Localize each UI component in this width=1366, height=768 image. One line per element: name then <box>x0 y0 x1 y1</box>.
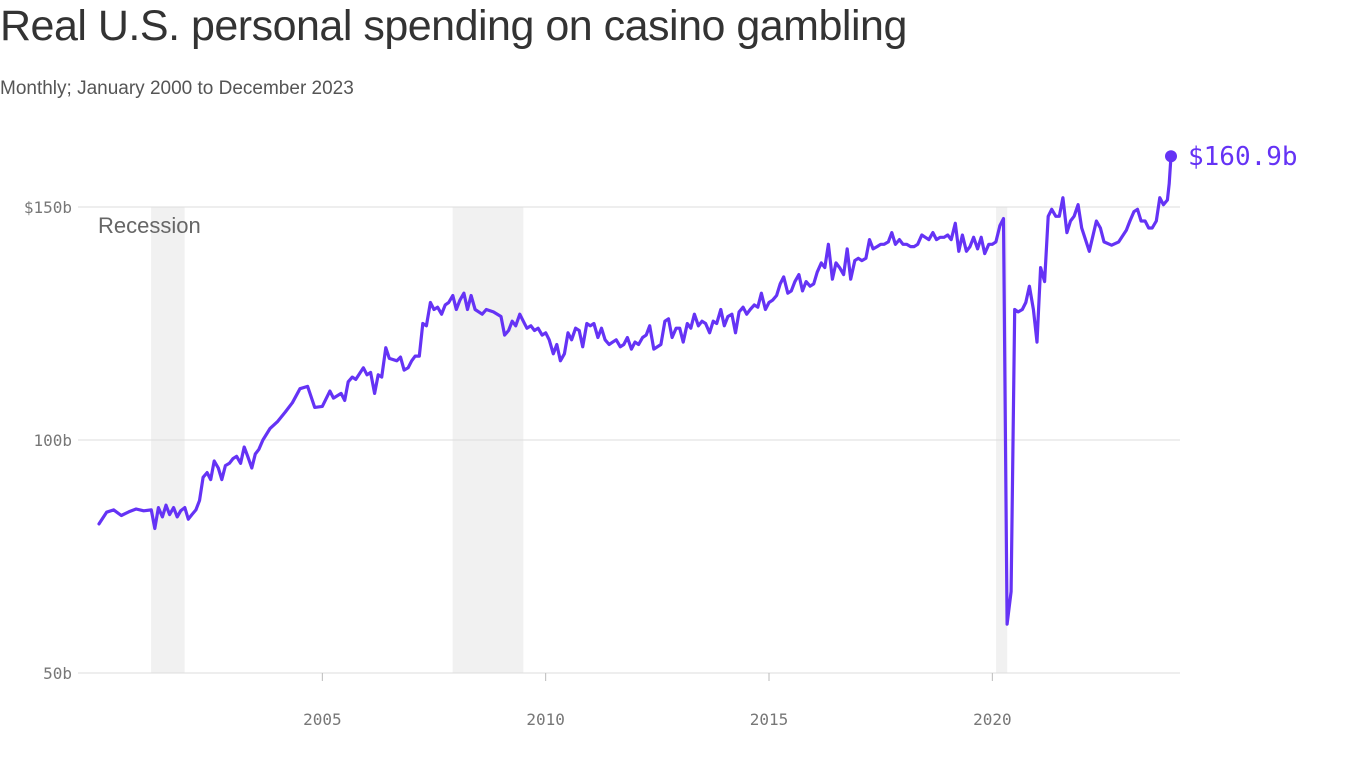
x-tick-label: 2015 <box>750 710 789 729</box>
x-axis: 2005 2010 2015 2020 <box>303 673 1012 729</box>
end-point-marker <box>1165 150 1177 163</box>
y-tick-label: 100b <box>33 431 72 450</box>
series-line <box>97 154 1173 626</box>
y-tick-label: 50b <box>43 664 72 683</box>
x-tick-label: 2010 <box>526 710 565 729</box>
chart-subtitle: Monthly; January 2000 to December 2023 <box>0 78 354 99</box>
recession-label: Recession <box>98 213 201 238</box>
x-tick-label: 2020 <box>973 710 1012 729</box>
gridlines <box>78 206 1180 674</box>
x-tick-label: 2005 <box>303 710 342 729</box>
y-axis: $150b 100b 50b <box>24 198 72 683</box>
chart-title: Real U.S. personal spending on casino ga… <box>0 2 907 50</box>
y-tick-label: $150b <box>24 198 72 217</box>
end-value-label: $160.9b <box>1188 142 1298 172</box>
